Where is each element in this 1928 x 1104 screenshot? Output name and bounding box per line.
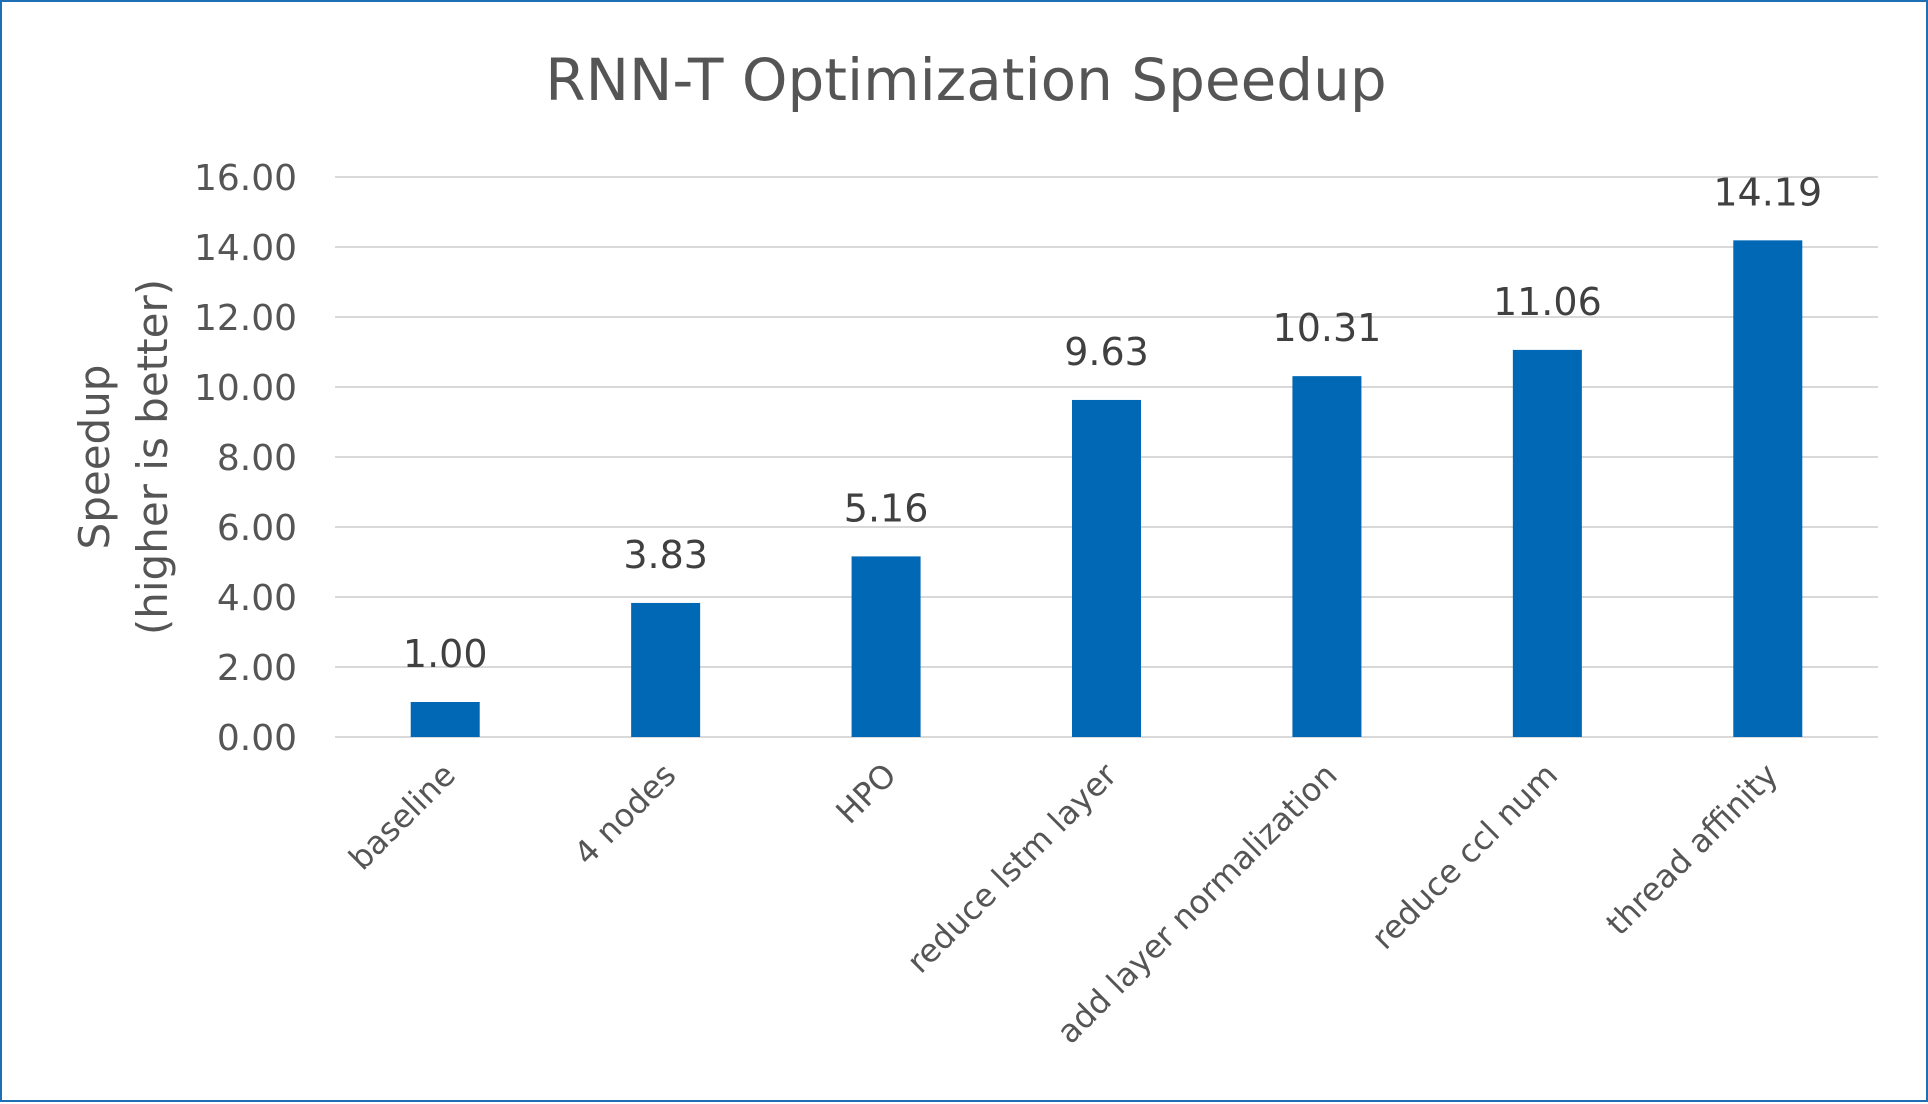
x-tick-label: baseline — [341, 756, 463, 878]
data-label: 1.00 — [403, 632, 488, 676]
y-axis-ticks: 0.00 2.00 4.00 6.00 8.00 10.00 12.00 14.00 16.00 — [194, 158, 297, 759]
x-tick-label: reduce ccl num — [1364, 756, 1565, 957]
y-tick-label: 14.00 — [194, 228, 297, 269]
y-axis-label: Speedup (higher is better) — [70, 279, 177, 635]
bar — [851, 556, 921, 737]
y-tick-label: 6.00 — [217, 508, 297, 549]
y-tick-label: 8.00 — [217, 438, 297, 479]
bars — [410, 240, 1803, 737]
y-tick-label: 4.00 — [217, 578, 297, 619]
bar — [1733, 240, 1803, 737]
data-label: 9.63 — [1064, 330, 1149, 374]
bar — [631, 602, 701, 737]
data-label: 11.06 — [1493, 280, 1602, 324]
chart-title: RNN-T Optimization Speedup — [545, 46, 1386, 114]
bar — [1512, 349, 1582, 737]
data-label: 3.83 — [623, 533, 708, 577]
y-tick-label: 0.00 — [217, 718, 297, 759]
x-tick-label: thread affinity — [1599, 756, 1786, 943]
data-label: 10.31 — [1273, 306, 1382, 350]
bar — [410, 702, 480, 737]
y-tick-label: 10.00 — [194, 368, 297, 409]
data-label: 5.16 — [844, 486, 929, 530]
bar — [1072, 399, 1141, 737]
y-tick-label: 16.00 — [194, 158, 297, 199]
x-tick-label: HPO — [828, 756, 903, 831]
data-label: 14.19 — [1713, 170, 1822, 214]
x-tick-label: reduce lstm layer — [899, 755, 1124, 980]
y-tick-label: 2.00 — [217, 648, 297, 689]
bar — [1292, 376, 1362, 737]
y-axis-label-line-2: (higher is better) — [128, 279, 177, 635]
y-tick-label: 12.00 — [194, 298, 297, 339]
x-tick-label: 4 nodes — [567, 756, 684, 873]
y-axis-label-line-1: Speedup — [70, 365, 119, 550]
data-labels: 1.00 3.83 5.16 9.63 10.31 11.06 14.19 — [403, 170, 1822, 676]
